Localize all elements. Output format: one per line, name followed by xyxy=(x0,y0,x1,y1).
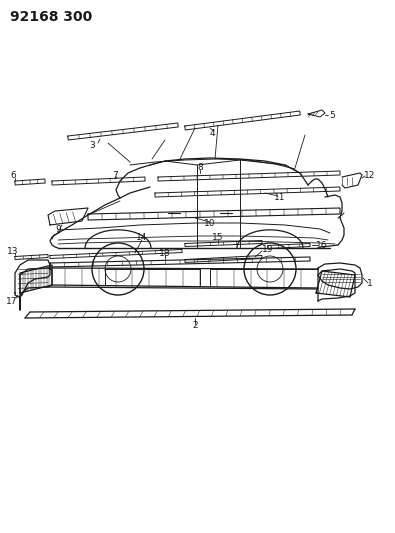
Text: 17: 17 xyxy=(6,296,18,305)
Text: 13: 13 xyxy=(7,246,19,255)
Text: 14: 14 xyxy=(136,233,148,243)
Text: 16: 16 xyxy=(316,240,328,249)
Text: 18: 18 xyxy=(159,248,171,257)
Text: 7: 7 xyxy=(112,171,118,180)
Text: 92168 300: 92168 300 xyxy=(10,10,92,24)
Text: 15: 15 xyxy=(212,233,224,243)
Text: 19: 19 xyxy=(262,246,274,254)
Text: 9: 9 xyxy=(55,225,61,235)
Text: 1: 1 xyxy=(367,279,373,287)
Text: 4: 4 xyxy=(209,128,215,138)
Text: 2: 2 xyxy=(192,321,198,330)
Text: 5: 5 xyxy=(329,110,335,119)
Text: 3: 3 xyxy=(89,141,95,149)
Text: 11: 11 xyxy=(274,193,286,203)
Text: 6: 6 xyxy=(10,172,16,181)
Text: 12: 12 xyxy=(364,171,376,180)
Text: 10: 10 xyxy=(204,220,216,229)
Text: 8: 8 xyxy=(197,164,203,173)
